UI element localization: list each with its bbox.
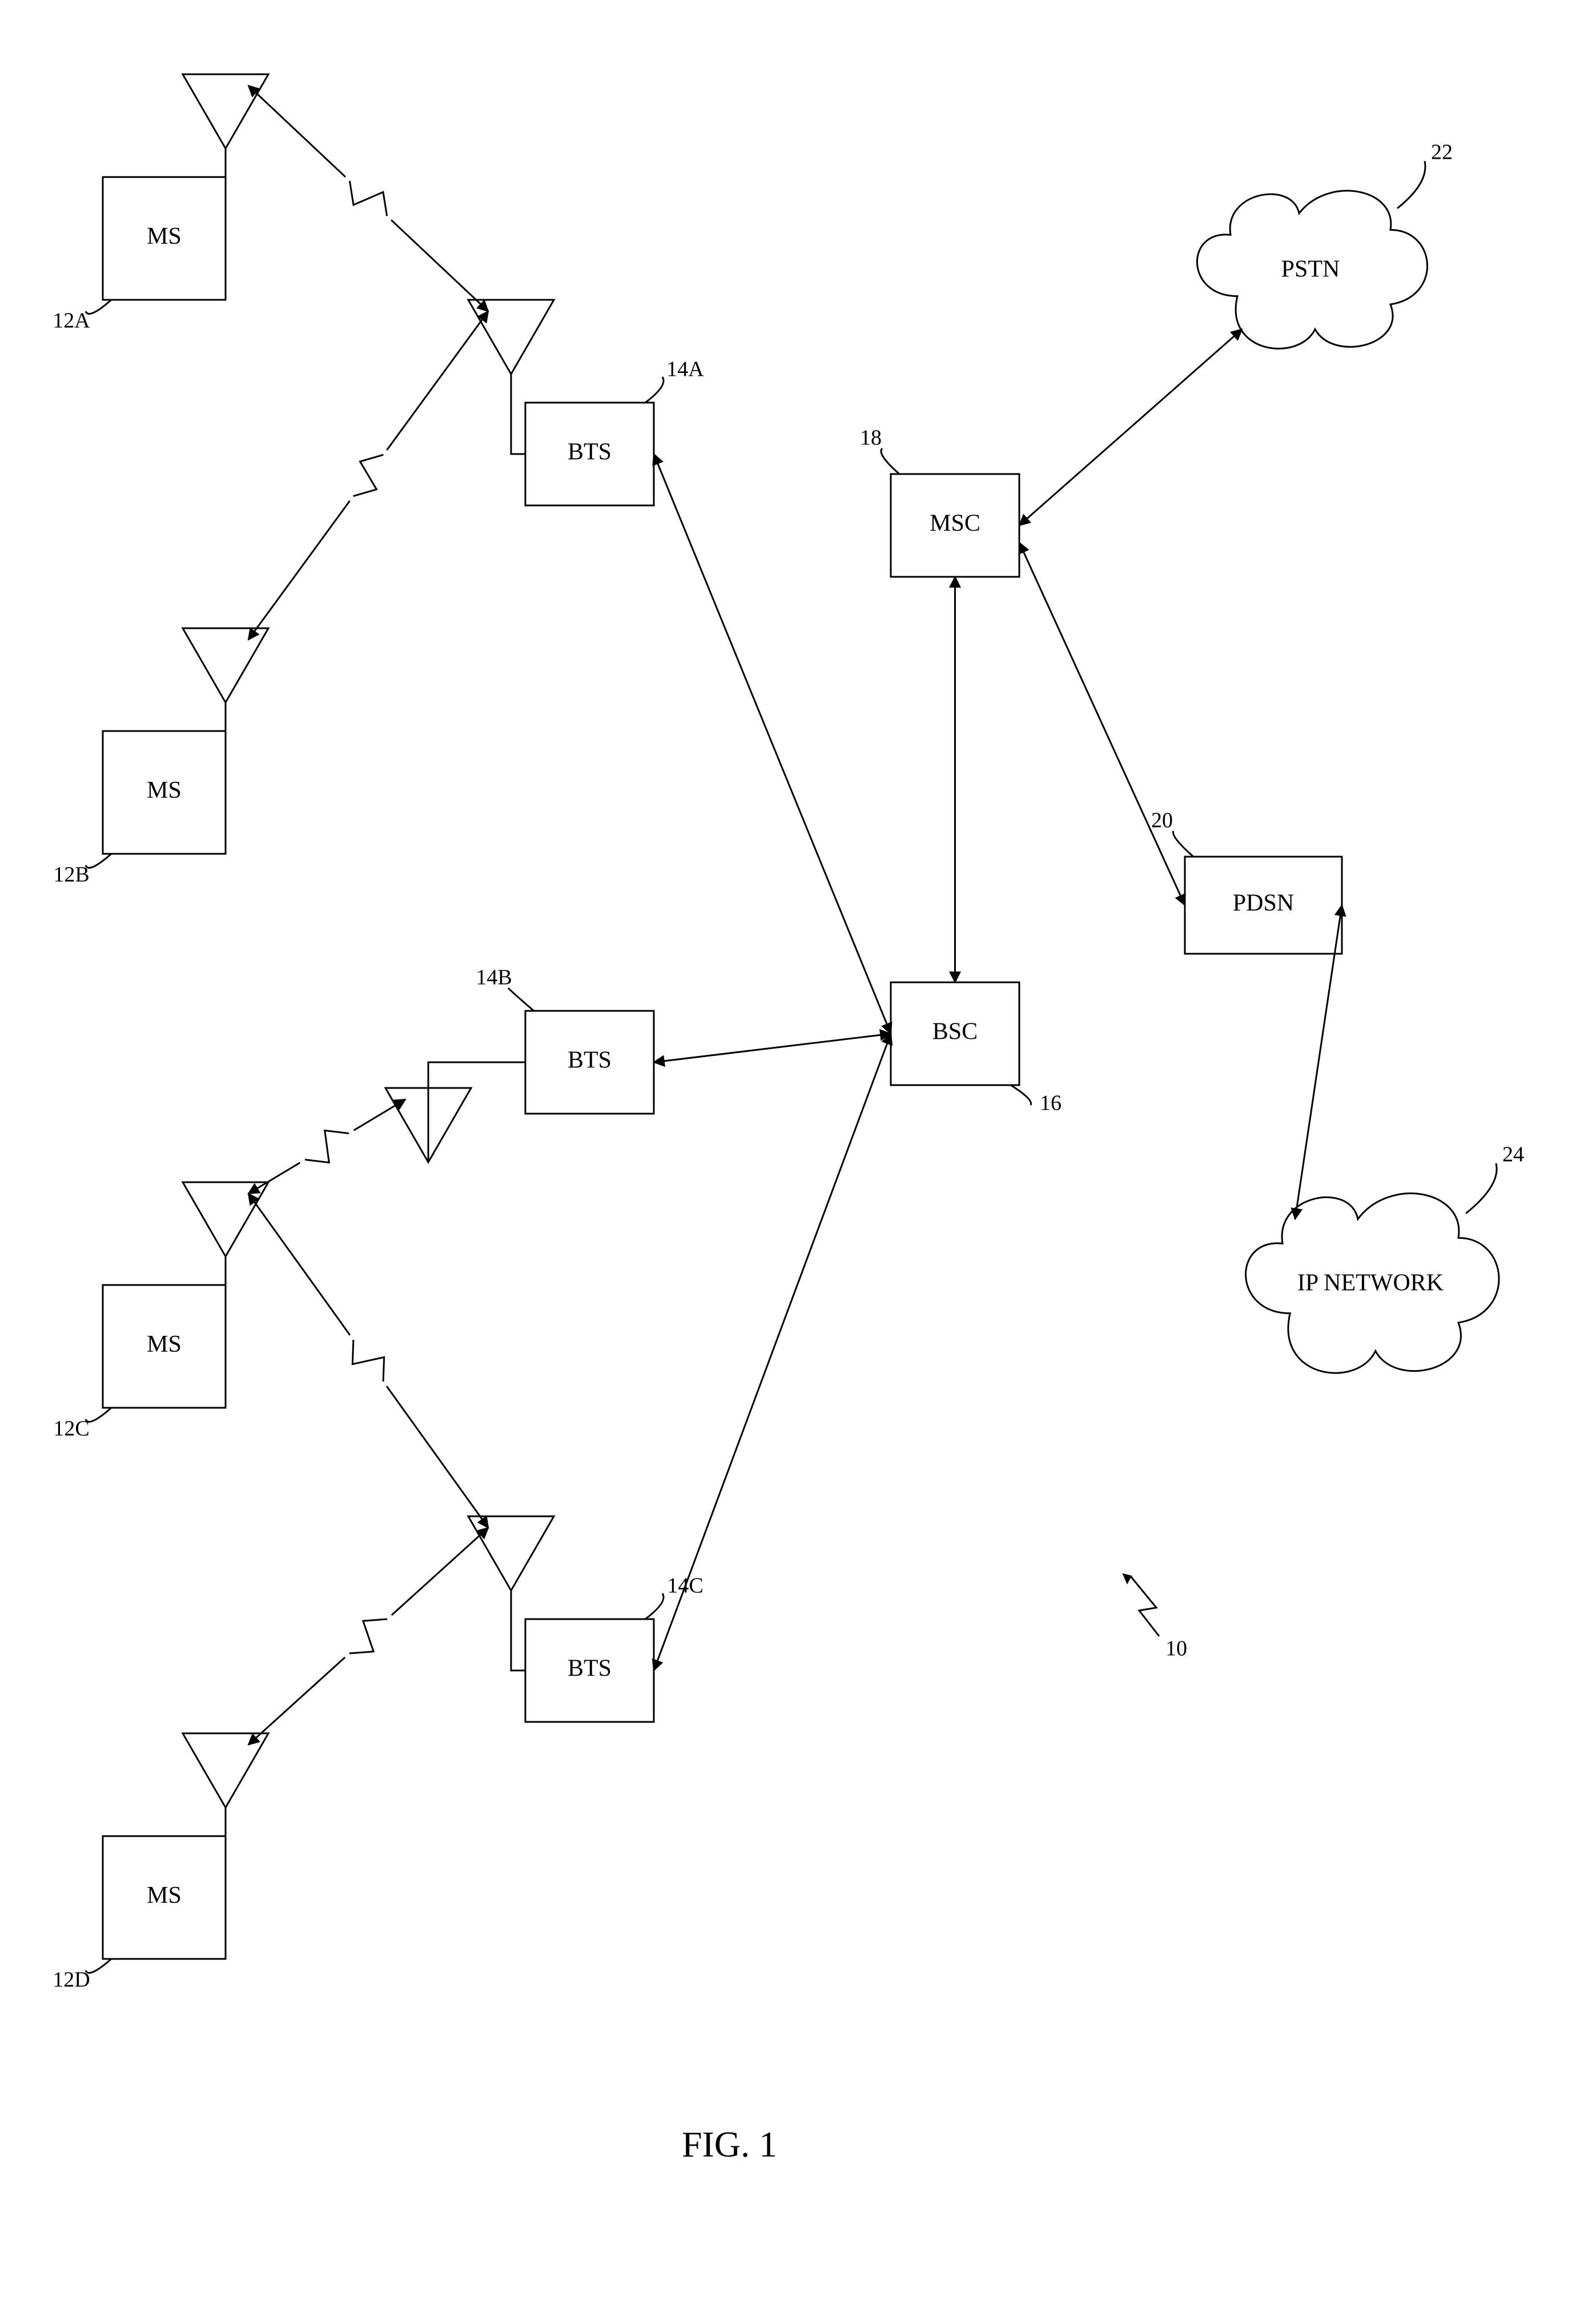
wired-link [654,454,891,1034]
bts_a-label: BTS [568,439,612,465]
wireless-link-seg [392,1528,488,1615]
wireless-link-seg [248,1194,350,1335]
ms_b-label: MS [147,777,182,804]
bts_b-leader [508,988,534,1011]
wireless-link-seg [354,1099,405,1130]
system-ref-leader [1131,1576,1159,1636]
ms_a-label: MS [147,223,182,250]
wireless-link-seg [248,86,345,177]
ms_b-leader [86,854,111,868]
pstn-label: PSTN [1281,256,1340,283]
ms_a-number: 12A [53,309,90,333]
wireless-link-seg [248,501,350,640]
pdsn-label: PDSN [1233,890,1294,917]
wired-link [1019,543,1185,905]
bts_b-antenna-mast [428,1062,525,1162]
pdsn-leader [1173,831,1193,857]
msc-number: 18 [860,426,882,450]
bts_a-leader [645,377,664,403]
ms_c-leader [86,1408,111,1422]
bsc-label: BSC [932,1019,978,1045]
wireless-link-seg [391,220,488,311]
wireless-link-seg [387,311,488,450]
bts_b-label: BTS [568,1047,612,1074]
bts_a-number: 14A [666,358,704,382]
bts_b-number: 14B [476,966,512,990]
ms_b-antenna-triangle [183,628,268,702]
zigzag [352,1340,384,1382]
ipnet-number: 24 [1502,1143,1524,1167]
ms_d-number: 12D [53,1968,90,1992]
ipnet-leader [1466,1163,1497,1214]
wired-link [654,1034,891,1670]
pstn-leader [1397,161,1425,208]
pdsn-number: 20 [1151,809,1173,833]
zigzag [305,1130,349,1162]
bts_c-antenna-mast [511,1591,525,1670]
ms_d-label: MS [147,1882,182,1909]
bts_c-leader [645,1593,664,1619]
wired-link [1019,330,1242,526]
ms_c-antenna-triangle [183,1182,268,1256]
system-ref-number: 10 [1165,1637,1187,1661]
bts_c-antenna-triangle [468,1516,554,1591]
bsc-number: 16 [1040,1091,1062,1115]
bts_c-label: BTS [568,1656,612,1682]
msc-label: MSC [930,511,980,537]
bts_a-antenna-mast [511,374,525,454]
pstn-number: 22 [1431,140,1453,164]
system-ref-arrowhead [1124,1575,1131,1583]
ms_b-number: 12B [53,863,89,887]
wireless-link-seg [387,1386,488,1528]
zigzag [353,455,384,496]
wireless-link-seg [248,1657,345,1745]
zigzag [349,181,387,216]
ipnet-label: IP NETWORK [1297,1270,1444,1296]
bts_a-antenna-triangle [468,300,554,374]
wired-link [654,1034,891,1062]
ms_c-label: MS [147,1331,182,1358]
msc-leader [881,448,899,474]
ms_a-antenna-triangle [183,74,268,148]
ms_d-antenna-triangle [183,1733,268,1808]
figure-label: FIG. 1 [682,2124,777,2165]
wireless-link-seg [248,1163,300,1194]
zigzag [349,1619,387,1653]
ms_c-number: 12C [53,1417,89,1441]
bsc-leader [1011,1085,1031,1105]
